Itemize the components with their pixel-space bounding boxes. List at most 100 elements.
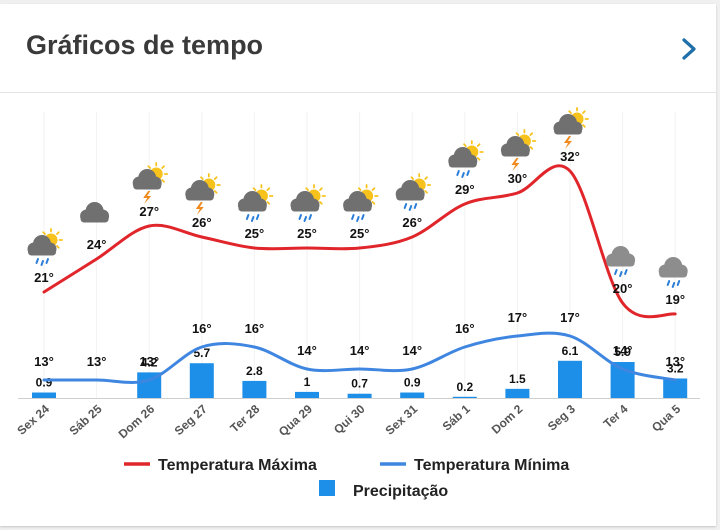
x-axis-label: Sex 24 — [14, 402, 52, 438]
min-temperature-labels: 13° 13° 13° 16° 16° 14° 14° 14° 16° 17° 17° 14° 13° — [34, 310, 685, 369]
cloud-shape — [185, 193, 214, 201]
precipitation-bar — [347, 393, 372, 398]
sun-ray — [319, 201, 323, 205]
rain-drop — [671, 282, 676, 288]
precipitation-label: 3.2 — [667, 361, 684, 375]
precipitation-label: 0.2 — [456, 380, 473, 394]
sun-ray — [147, 165, 152, 169]
x-axis-label: Seg 3 — [545, 402, 578, 434]
chevron-right-icon[interactable] — [676, 34, 702, 64]
precipitation-label: 2.8 — [246, 364, 263, 378]
max-temperature-label: 20° — [613, 281, 633, 296]
x-axis-label: Dom 2 — [489, 402, 526, 437]
sun-cloud-rain-icon — [27, 228, 63, 266]
rain-drop — [40, 260, 44, 266]
sun-ray — [582, 110, 586, 114]
sun-ray — [266, 187, 271, 191]
max-temperature-label: 27° — [139, 204, 159, 219]
precipitation-label: 5.9 — [614, 345, 631, 359]
cloud-shape — [606, 259, 635, 267]
max-temperature-line — [42, 164, 677, 319]
min-temperature-label: 13° — [139, 354, 159, 369]
sun-cloud-storm-icon — [500, 129, 537, 171]
precipitation-label: 0.9 — [404, 376, 421, 390]
rain-drop — [351, 214, 355, 220]
rain-drop — [461, 172, 465, 178]
sun-ray — [463, 143, 467, 147]
max-temperature-label: 32° — [560, 149, 580, 164]
legend-precip-label: Precipitação — [353, 483, 448, 500]
sun-cloud-rain-icon — [395, 173, 432, 211]
sun-ray — [476, 157, 481, 161]
min-temperature-label: 14° — [350, 343, 370, 358]
cloud-shape — [238, 204, 267, 212]
sun-ray — [56, 245, 60, 249]
rain-drop — [255, 214, 260, 220]
rain-drop — [624, 269, 628, 275]
cloud-shape — [291, 204, 319, 212]
cloud-shape — [396, 193, 425, 201]
rain-drop — [308, 214, 312, 220]
max-temperature-label: 25° — [297, 226, 317, 241]
sun-ray — [568, 110, 572, 114]
x-axis-label: Qua 5 — [649, 402, 683, 435]
rain-drop — [614, 269, 618, 275]
x-axis-label: Qui 30 — [331, 402, 368, 437]
card-header: Gráficos de tempo — [0, 4, 716, 93]
cloud-rain-icon — [606, 246, 636, 277]
sun-ray — [266, 201, 271, 205]
legend-max-label: Temperatura Máxima — [158, 457, 317, 474]
sun-cloud-rain-icon — [448, 140, 484, 178]
rain-drop — [408, 205, 413, 211]
min-temperature-label: 13° — [87, 354, 107, 369]
cloud-icon — [80, 202, 110, 223]
rain-drop — [35, 258, 39, 264]
max-temperature-label: 26° — [402, 215, 422, 230]
sun-ray — [515, 132, 520, 136]
precipitation-bar — [32, 392, 56, 398]
rain-drop — [245, 214, 250, 220]
sun-ray — [529, 146, 534, 150]
sun-ray — [213, 176, 218, 180]
grid-lines — [43, 112, 676, 398]
cloud-shape — [28, 248, 56, 256]
sun-ray — [424, 176, 428, 180]
x-axis-label: Ter 28 — [227, 402, 262, 436]
sun-ray — [252, 187, 257, 191]
rain-drop — [466, 170, 470, 176]
cloud-shape — [448, 160, 477, 168]
precipitation-bar — [295, 391, 319, 398]
lightning-bolt — [511, 158, 520, 171]
sun-ray — [42, 231, 46, 235]
precipitation-bar — [242, 380, 267, 398]
min-temperature-label: 14° — [297, 343, 317, 358]
max-temperature-label: 26° — [192, 215, 212, 230]
max-temperature-label: 25° — [350, 226, 370, 241]
sun-ray — [529, 132, 534, 136]
precipitation-label: 4.2 — [141, 355, 158, 369]
max-temperature-label: 30° — [508, 171, 528, 186]
x-axis-label: Sáb 1 — [440, 402, 473, 434]
min-temperature-label: 14° — [613, 343, 633, 358]
cloud-shape — [80, 215, 109, 223]
sun-ray — [424, 190, 428, 194]
rain-drop — [45, 258, 49, 264]
precipitation-label: 6.1 — [562, 344, 579, 358]
precipitation-bar — [505, 388, 530, 398]
lightning-bolt — [143, 191, 152, 204]
min-temperature-label: 13° — [665, 354, 685, 369]
sun-ray — [582, 124, 586, 128]
chart-legend: Temperatura Máxima Temperatura Mínima Prec… — [124, 457, 569, 500]
rain-drop — [619, 271, 623, 277]
precipitation-bar — [663, 378, 688, 398]
lightning-bolt — [564, 136, 572, 149]
precipitation-label: 0.9 — [36, 376, 53, 390]
rain-drop — [356, 216, 360, 222]
rain-drop — [456, 170, 460, 176]
precipitation-bar — [452, 396, 477, 398]
precipitation-bar — [558, 360, 582, 398]
cloud-shape — [343, 204, 372, 212]
min-temperature-label: 16° — [192, 321, 212, 336]
legend-precip-swatch — [319, 480, 335, 496]
